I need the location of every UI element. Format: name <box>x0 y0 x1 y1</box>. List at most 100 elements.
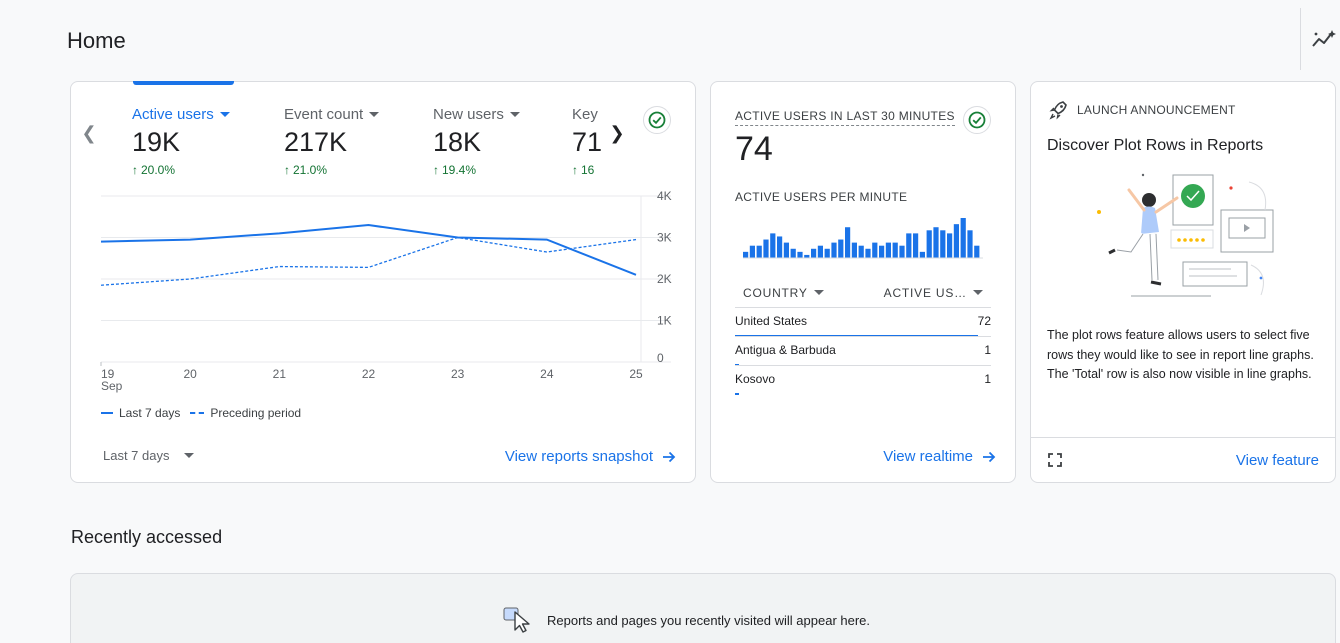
per-minute-label: ACTIVE USERS PER MINUTE <box>735 190 908 204</box>
country-active-users: 1 <box>984 372 991 386</box>
link-label: View reports snapshot <box>504 448 653 465</box>
per-minute-bar <box>899 245 905 258</box>
per-minute-bar-chart <box>743 218 983 259</box>
metric-change: ↑ 16 <box>572 163 595 177</box>
launch-divider <box>1031 437 1335 438</box>
country-active-users: 1 <box>984 343 991 357</box>
x-tick-label: 24 <box>540 367 554 381</box>
per-minute-bar <box>953 224 959 258</box>
active-users-column-header[interactable]: ACTIVE US… <box>884 286 983 300</box>
caret-down-icon <box>183 453 194 458</box>
series-last-7-days-line <box>100 224 637 276</box>
link-label: View feature <box>1235 452 1319 469</box>
metric-value: 18K <box>433 127 482 157</box>
cursor-click-icon <box>503 607 530 633</box>
arrow-up-icon: ↑ <box>132 163 138 177</box>
date-range-dropdown[interactable]: Last 7 days <box>103 448 194 463</box>
per-minute-bar <box>865 248 871 258</box>
per-minute-bar <box>926 230 932 258</box>
metric-active-users[interactable]: Active users 19K ↑ 20.0% <box>132 106 230 177</box>
y-tick-label: 2K <box>657 272 672 286</box>
per-minute-bar <box>838 239 844 258</box>
per-minute-bar <box>756 245 762 258</box>
legend-label: Last 7 days <box>119 406 181 420</box>
per-minute-bar <box>845 227 851 258</box>
launch-tag: LAUNCH ANNOUNCEMENT <box>1077 103 1236 117</box>
country-column-header[interactable]: COUNTRY <box>743 286 824 300</box>
legend-item-current: Last 7 days <box>101 406 180 420</box>
date-range-label: Last 7 days <box>103 448 170 463</box>
country-name: Antigua & Barbuda <box>735 343 836 357</box>
metric-label: Event count <box>284 106 364 123</box>
chart-legend: Last 7 days Preceding period <box>101 406 301 420</box>
page-title: Home <box>67 28 126 53</box>
overview-line-chart: 0 1K 2K 3K 4K 19 20 21 22 23 24 25 Sep <box>100 189 672 393</box>
x-tick-label: 25 <box>629 367 643 381</box>
caret-down-icon <box>973 290 983 295</box>
legend-label: Preceding period <box>210 406 302 420</box>
x-tick-label: 22 <box>362 367 376 381</box>
metric-value: 19K <box>132 127 181 157</box>
check-circle-icon[interactable] <box>643 106 671 134</box>
arrow-right-icon <box>663 451 676 462</box>
country-name: Kosovo <box>735 372 776 386</box>
per-minute-bar <box>967 230 973 258</box>
per-minute-bar <box>858 245 864 258</box>
chevron-right-icon[interactable]: ❯ <box>609 122 625 143</box>
metric-new-users[interactable]: New users 18K ↑ 19.4% <box>433 106 520 177</box>
realtime-card: ACTIVE USERS IN LAST 30 MINUTES 74 ACTIV… <box>710 81 1016 483</box>
view-feature-link[interactable]: View feature <box>1236 452 1319 469</box>
series-preceding-period-line <box>100 236 637 286</box>
active-tab-indicator <box>133 81 234 85</box>
per-minute-bar <box>831 242 837 258</box>
row-divider <box>735 365 991 366</box>
insights-icon[interactable] <box>1311 28 1337 50</box>
caret-down-icon <box>813 290 824 295</box>
fullscreen-icon[interactable] <box>1047 452 1063 468</box>
per-minute-bar <box>947 233 953 258</box>
per-minute-bar <box>743 251 749 258</box>
y-tick-label: 1K <box>657 314 672 328</box>
realtime-title[interactable]: ACTIVE USERS IN LAST 30 MINUTES <box>735 109 955 126</box>
rocket-icon <box>1049 101 1067 120</box>
per-minute-bar <box>913 233 919 258</box>
arrow-right-icon <box>983 451 996 462</box>
country-name: United States <box>735 314 808 328</box>
legend-dashed-swatch <box>190 412 205 414</box>
country-share-bar <box>735 393 739 395</box>
caret-down-icon <box>369 112 380 117</box>
per-minute-bar <box>960 218 966 258</box>
country-row[interactable]: United States 72 <box>735 314 991 337</box>
launch-body: The plot rows feature allows users to se… <box>1047 328 1314 381</box>
view-realtime-link[interactable]: View realtime <box>883 448 997 465</box>
view-reports-snapshot-link[interactable]: View reports snapshot <box>505 448 677 465</box>
recent-empty-state: Reports and pages you recently visited w… <box>503 606 870 634</box>
launch-announcement-card: LAUNCH ANNOUNCEMENT Discover Plot Rows i… <box>1030 81 1336 483</box>
legend-item-previous: Preceding period <box>190 406 301 420</box>
chevron-left-icon[interactable]: ❮ <box>81 122 97 143</box>
country-row[interactable]: Kosovo 1 <box>735 372 991 395</box>
per-minute-bar <box>797 251 803 258</box>
per-minute-bar <box>824 248 830 258</box>
link-label: View realtime <box>883 448 973 465</box>
per-minute-bar <box>919 251 925 258</box>
recently-accessed-title: Recently accessed <box>71 527 223 547</box>
per-minute-bar <box>851 242 857 258</box>
recently-accessed-panel: Reports and pages you recently visited w… <box>70 573 1336 643</box>
caret-down-icon <box>509 112 520 117</box>
launch-title: Discover Plot Rows in Reports <box>1047 137 1264 154</box>
metric-label: Active users <box>132 106 214 123</box>
country-row[interactable]: Antigua & Barbuda 1 <box>735 343 991 366</box>
metric-event-count[interactable]: Event count 217K ↑ 21.0% <box>284 106 380 177</box>
y-tick-label: 3K <box>657 231 672 245</box>
metric-change: ↑ 20.0% <box>132 163 176 177</box>
metric-label: New users <box>433 106 504 123</box>
recent-empty-message: Reports and pages you recently visited w… <box>547 612 871 628</box>
per-minute-bar <box>777 236 783 258</box>
check-circle-icon[interactable] <box>963 106 991 134</box>
x-tick-label: 20 <box>183 367 197 381</box>
realtime-table-header: COUNTRY ACTIVE US… <box>735 278 991 308</box>
arrow-up-icon: ↑ <box>284 163 290 177</box>
per-minute-bar <box>804 254 810 258</box>
metric-key-events[interactable]: Key 71 ↑ 16 <box>572 106 604 177</box>
